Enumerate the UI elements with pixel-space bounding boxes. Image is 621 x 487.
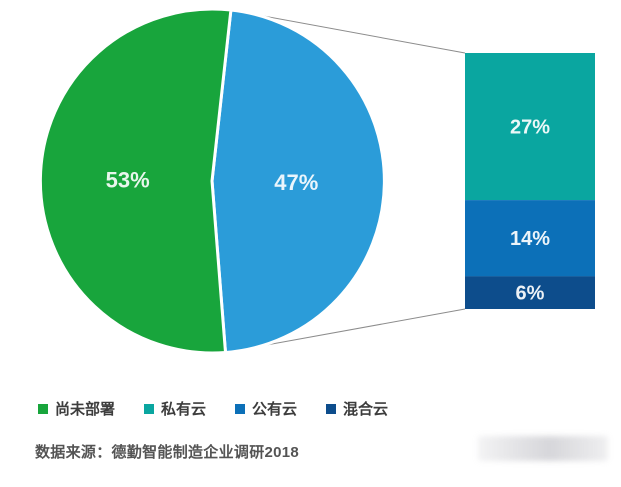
legend-label: 公有云	[252, 401, 298, 418]
watermark-smudge	[478, 436, 608, 461]
source-caption: 数据来源：德勤智能制造企业调研2018	[35, 444, 300, 461]
pie-slice-47%	[210, 8, 386, 354]
bar-segment-混合云	[465, 276, 595, 309]
bar-value-label: 14%	[510, 228, 550, 250]
pie-slice-53%	[38, 7, 233, 355]
bar-value-label: 6%	[516, 283, 545, 305]
legend-swatch	[326, 403, 337, 414]
legend-item-尚未部署: 尚未部署	[38, 398, 115, 419]
legend-swatch	[144, 403, 155, 414]
legend-item-公有云: 公有云	[235, 398, 297, 419]
legend-swatch	[38, 403, 48, 414]
legend-label: 尚未部署	[55, 401, 116, 418]
bar-segment-公有云	[465, 200, 595, 277]
legend-item-混合云: 混合云	[326, 398, 388, 419]
legend-label: 私有云	[161, 401, 207, 418]
pie-value-label: 47%	[274, 170, 318, 195]
breakout-bar: 27% 14% 6%	[465, 53, 595, 309]
callout-line-top	[230, 9, 466, 54]
pie-value-label: 53%	[106, 167, 150, 192]
bar-value-label: 27%	[510, 117, 550, 139]
legend: 尚未部署 私有云 公有云 混合云	[38, 398, 388, 419]
pie-slices: 47% 53%	[38, 7, 386, 355]
legend-swatch	[235, 403, 246, 414]
legend-item-私有云: 私有云	[144, 398, 206, 419]
legend-label: 混合云	[343, 401, 389, 418]
bar-segment-私有云	[465, 53, 595, 201]
